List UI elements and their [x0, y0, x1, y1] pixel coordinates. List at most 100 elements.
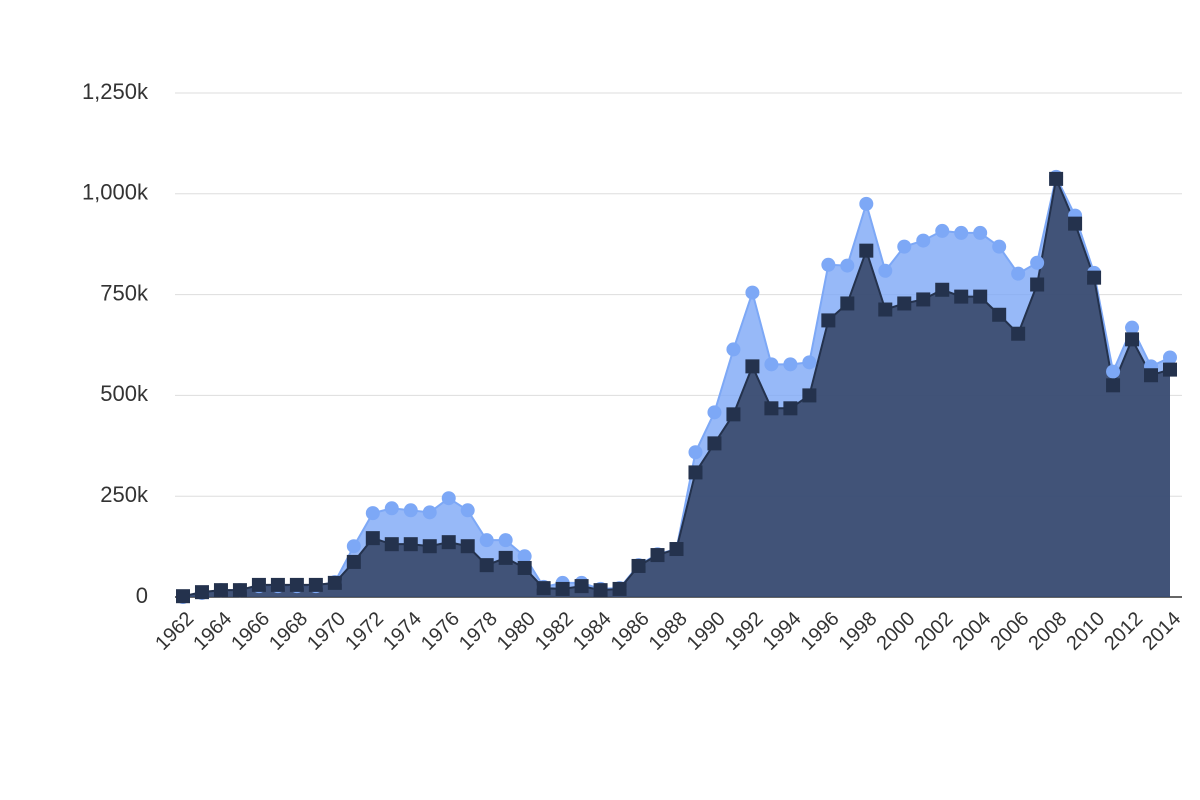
marker [916, 233, 931, 248]
marker [897, 239, 912, 254]
marker [460, 503, 475, 518]
marker [1106, 364, 1121, 379]
area [183, 178, 1170, 598]
x-tick-label: 2014 [1138, 608, 1185, 655]
marker [802, 355, 817, 370]
marker [593, 583, 608, 598]
marker [726, 407, 741, 422]
x-tick-label: 1978 [455, 608, 502, 655]
marker [802, 388, 817, 403]
y-tick-label: 750k [100, 280, 149, 305]
marker [308, 577, 323, 592]
marker [821, 257, 836, 272]
marker [897, 296, 912, 311]
marker [384, 537, 399, 552]
marker [441, 491, 456, 506]
marker [1087, 270, 1102, 285]
x-tick-label: 1998 [835, 608, 882, 655]
marker [726, 342, 741, 357]
marker [1030, 255, 1045, 270]
y-tick-label: 500k [100, 381, 149, 406]
marker [517, 549, 532, 564]
marker [650, 548, 665, 563]
marker [935, 223, 950, 238]
marker [422, 539, 437, 554]
marker [840, 296, 855, 311]
x-tick-label: 2002 [910, 608, 957, 655]
x-tick-label: 1970 [303, 608, 350, 655]
y-tick-label: 250k [100, 482, 149, 507]
x-tick-label: 1988 [645, 608, 692, 655]
marker [176, 589, 190, 604]
marker [232, 583, 247, 598]
marker [707, 405, 722, 420]
x-tick-label: 1990 [683, 608, 730, 655]
x-tick-label: 1982 [531, 608, 578, 655]
marker [422, 505, 437, 520]
marker [973, 289, 988, 304]
marker [688, 465, 703, 480]
x-tick-label: 1996 [797, 608, 844, 655]
marker [783, 401, 798, 416]
marker [574, 579, 589, 594]
marker [441, 535, 456, 550]
marker [498, 550, 513, 565]
marker [327, 575, 342, 590]
marker [460, 539, 475, 554]
marker [1049, 171, 1064, 186]
marker [1068, 216, 1083, 231]
x-tick-label: 1966 [227, 608, 274, 655]
marker [1011, 326, 1026, 341]
marker [1125, 332, 1140, 347]
x-tick-label: 2006 [986, 608, 1033, 655]
marker [403, 503, 418, 518]
marker [631, 558, 646, 573]
marker [859, 243, 874, 258]
x-tick-label: 1974 [379, 608, 426, 655]
y-tick-label: 1,000k [82, 180, 149, 205]
marker [764, 357, 779, 372]
marker [878, 263, 893, 278]
marker [783, 357, 798, 372]
x-tick-label: 1994 [759, 608, 806, 655]
x-tick-label: 2012 [1100, 608, 1147, 655]
marker [745, 359, 760, 374]
marker [1030, 277, 1045, 292]
x-tick-label: 2010 [1062, 608, 1109, 655]
marker [346, 539, 361, 554]
marker [555, 581, 570, 596]
marker [707, 436, 722, 451]
y-tick-label: 0 [136, 583, 148, 608]
marker [365, 506, 380, 521]
marker [365, 531, 380, 546]
marker [954, 289, 969, 304]
marker [403, 537, 418, 552]
marker [1144, 368, 1159, 383]
marker [536, 581, 551, 596]
x-tick-label: 1986 [607, 608, 654, 655]
y-tick-label: 1,250k [82, 79, 149, 104]
marker [859, 196, 874, 211]
marker [688, 445, 703, 460]
marker [973, 225, 988, 240]
marker [916, 292, 931, 307]
x-tick-label: 2008 [1024, 608, 1071, 655]
marker [821, 313, 836, 328]
marker [878, 302, 893, 317]
marker [194, 585, 209, 600]
marker [498, 533, 513, 548]
marker [289, 577, 304, 592]
x-tick-label: 1968 [265, 608, 312, 655]
marker [1163, 350, 1177, 365]
marker [669, 542, 684, 557]
marker [745, 285, 760, 300]
marker [251, 577, 266, 592]
x-tick-label: 1980 [493, 608, 540, 655]
x-tick-label: 2004 [948, 608, 995, 655]
marker [840, 258, 855, 273]
marker [346, 554, 361, 569]
marker [764, 401, 779, 416]
marker [270, 577, 285, 592]
marker [1011, 266, 1026, 281]
